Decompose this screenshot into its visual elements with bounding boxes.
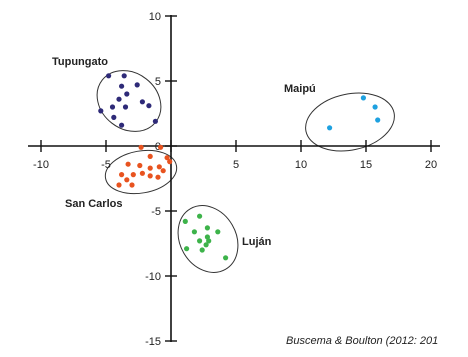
data-point-san-carlos (158, 144, 164, 150)
cluster-ellipse-tupungato (96, 70, 162, 132)
cluster-ellipse-maip- (305, 92, 395, 152)
data-point-luj-n (203, 242, 209, 248)
data-point-luj-n (215, 229, 221, 235)
data-point-tupungato (106, 73, 112, 79)
data-point-san-carlos (125, 161, 131, 167)
data-point-luj-n (184, 246, 190, 252)
data-point-san-carlos (119, 172, 125, 178)
data-point-san-carlos (156, 164, 162, 170)
data-point-san-carlos (167, 159, 173, 165)
axes: -10 -5 5 10 15 20 -15 -10 -5 0 5 10 (28, 11, 440, 348)
data-point-tupungato (146, 103, 152, 109)
x-tick-label: 5 (233, 159, 239, 171)
y-tick-label: 10 (149, 11, 161, 23)
data-point-tupungato (116, 96, 122, 102)
data-point-tupungato (139, 99, 145, 105)
data-point-tupungato (122, 104, 129, 110)
cluster-ellipse-san-carlos (104, 149, 178, 195)
data-points (98, 73, 381, 261)
group-labels: Tupungato Maipú San Carlos Luján (52, 56, 316, 248)
data-point-tupungato (124, 91, 130, 97)
y-tick-label: -5 (151, 206, 161, 218)
data-point-luj-n (223, 255, 229, 261)
data-point-maip- (372, 104, 378, 110)
x-tick-label: -5 (101, 159, 111, 171)
data-point-luj-n (199, 247, 205, 253)
data-point-san-carlos (138, 144, 144, 150)
x-tick-label: 10 (295, 159, 307, 171)
data-point-luj-n (197, 238, 203, 244)
x-tick-label: 15 (360, 159, 372, 171)
data-point-san-carlos (139, 170, 145, 176)
y-tick-label: -10 (145, 271, 161, 283)
data-point-luj-n (206, 238, 212, 244)
data-point-luj-n (191, 229, 197, 235)
y-tick-label: 0 (155, 141, 161, 153)
data-point-maip- (375, 117, 381, 123)
data-point-luj-n (182, 218, 188, 224)
group-label-maip-: Maipú (284, 83, 316, 95)
data-point-tupungato (121, 73, 127, 79)
group-label-tupungato: Tupungato (52, 56, 108, 68)
group-label-luj-n: Luján (242, 236, 272, 248)
group-label-san-carlos: San Carlos (65, 198, 122, 210)
data-point-san-carlos (137, 162, 143, 169)
x-tick-label: -10 (33, 159, 49, 171)
y-tick-label: -15 (145, 336, 161, 348)
data-point-tupungato (152, 118, 158, 124)
data-point-san-carlos (155, 174, 161, 180)
data-point-san-carlos (129, 182, 135, 188)
y-tick-label: 5 (155, 76, 161, 88)
data-point-luj-n (197, 213, 203, 219)
data-point-tupungato (98, 108, 104, 114)
data-point-tupungato (111, 114, 117, 120)
cluster-ellipse-luj-n (177, 205, 239, 273)
data-point-luj-n (204, 225, 210, 231)
data-point-san-carlos (124, 177, 130, 183)
data-point-san-carlos (160, 168, 166, 174)
x-tick-label: 20 (425, 159, 437, 171)
data-point-san-carlos (116, 182, 122, 188)
data-point-maip- (327, 125, 333, 131)
data-point-tupungato (134, 82, 140, 88)
data-point-san-carlos (130, 172, 136, 178)
data-point-tupungato (119, 83, 125, 89)
data-point-san-carlos (147, 153, 153, 159)
cluster-ellipses (96, 70, 395, 273)
source-note: Buscema & Boulton (2012: 201 (286, 335, 438, 347)
data-point-tupungato (119, 122, 125, 128)
data-point-san-carlos (164, 155, 170, 161)
data-point-luj-n (204, 234, 210, 240)
data-point-san-carlos (147, 173, 153, 179)
data-point-san-carlos (147, 165, 153, 171)
data-point-tupungato (109, 104, 116, 110)
data-point-maip- (360, 95, 366, 101)
